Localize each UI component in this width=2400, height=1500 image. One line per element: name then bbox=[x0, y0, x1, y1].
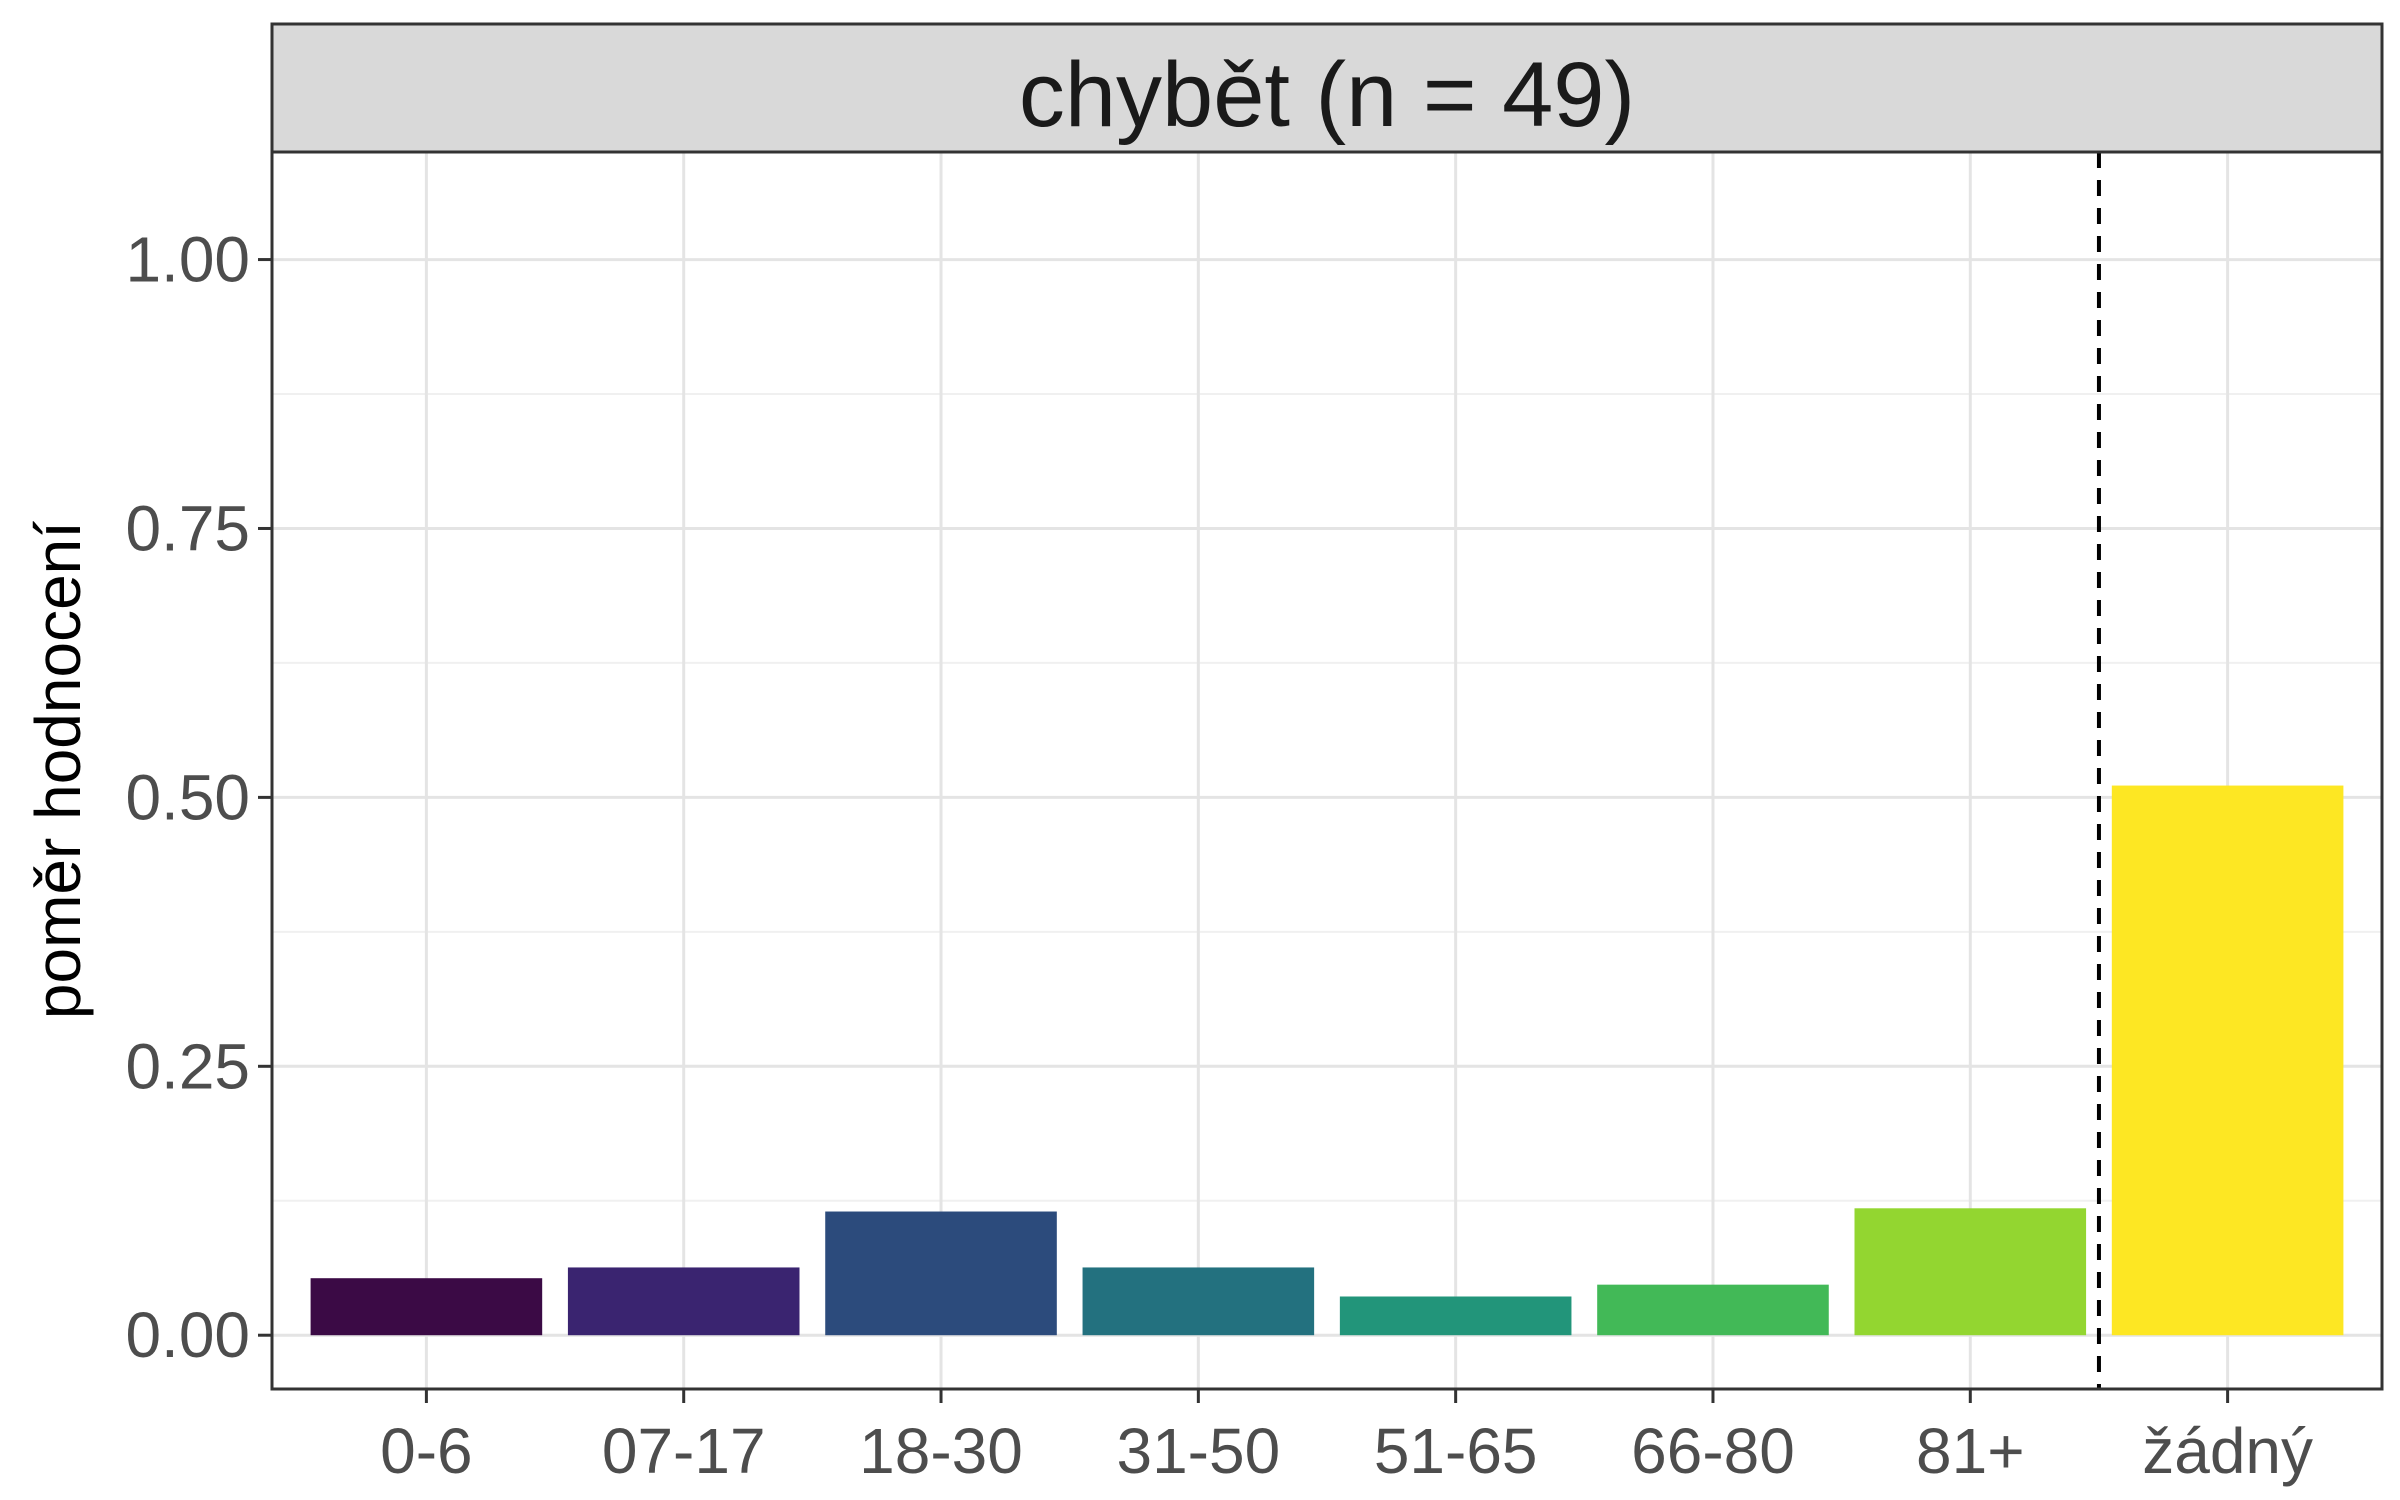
bar-31-50 bbox=[1082, 1267, 1315, 1336]
plot-panel-border bbox=[270, 150, 2384, 1391]
y-tick-label: 0.00 bbox=[125, 1299, 250, 1371]
y-tick-label: 0.75 bbox=[125, 492, 250, 564]
bar-07-17 bbox=[567, 1267, 800, 1336]
bars bbox=[310, 785, 2344, 1336]
y-axis-title: poměr hodnocení bbox=[22, 521, 94, 1019]
x-tick-label: 0-6 bbox=[380, 1415, 473, 1487]
y-tick-label: 0.50 bbox=[125, 761, 250, 833]
bar-51-65 bbox=[1339, 1296, 1572, 1336]
y-tick-label: 0.25 bbox=[125, 1030, 250, 1102]
facet-strip bbox=[270, 22, 2384, 154]
grid-lines bbox=[272, 152, 2382, 1389]
x-tick-label: 07-17 bbox=[602, 1415, 766, 1487]
x-axis: 0-6 07-17 18-30 31-50 51-65 66-80 81+ žádný bbox=[380, 1389, 2313, 1487]
bar-0-6 bbox=[310, 1278, 543, 1336]
bar-81+ bbox=[1854, 1208, 2087, 1336]
y-axis: 0.00 0.25 0.50 0.75 1.00 bbox=[125, 224, 272, 1371]
x-tick-label: žádný bbox=[2142, 1415, 2313, 1487]
bar-žádný bbox=[2111, 785, 2344, 1336]
x-tick-label: 18-30 bbox=[859, 1415, 1023, 1487]
plot-panel bbox=[272, 152, 2382, 1389]
bar-66-80 bbox=[1597, 1284, 1829, 1336]
bar-18-30 bbox=[825, 1211, 1057, 1336]
x-tick-label: 31-50 bbox=[1116, 1415, 1280, 1487]
x-tick-label: 81+ bbox=[1916, 1415, 2025, 1487]
x-tick-label: 51-65 bbox=[1374, 1415, 1538, 1487]
facet-strip-title: chybět (n = 49) bbox=[1019, 44, 1635, 146]
x-tick-label: 66-80 bbox=[1631, 1415, 1795, 1487]
y-tick-label: 1.00 bbox=[125, 224, 250, 296]
